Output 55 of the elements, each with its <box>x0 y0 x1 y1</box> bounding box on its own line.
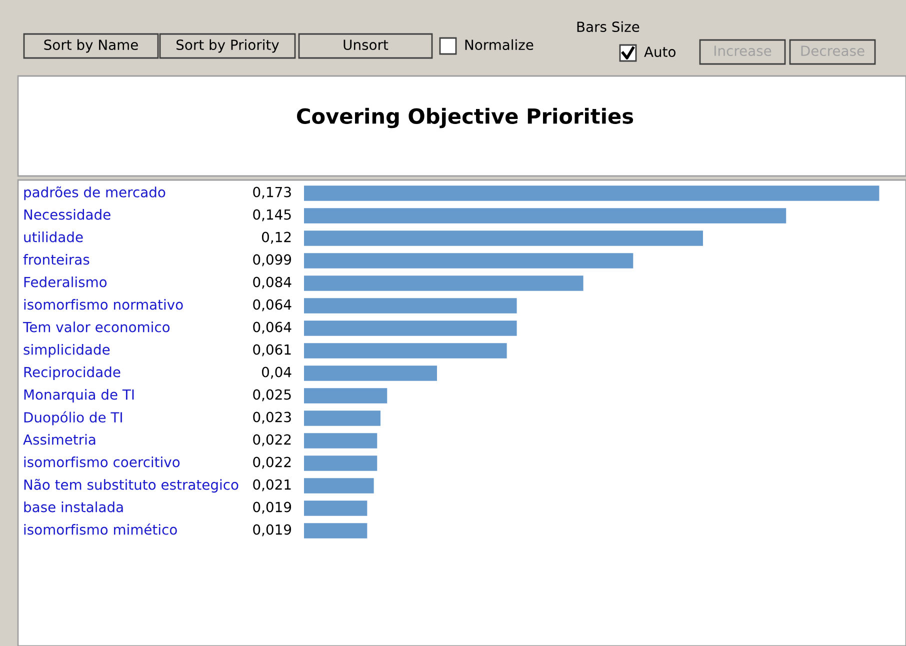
y-tick-label: Federalismo <box>24 276 107 288</box>
y-tick-label: simplicidade <box>24 344 110 358</box>
y-tick-label: utilidade <box>24 232 83 242</box>
data-label: 0,12 <box>262 232 291 244</box>
y-tick-label: padrões de mercado <box>24 186 166 200</box>
text: Sort by Name <box>44 39 138 53</box>
data-label: 0,145 <box>253 209 291 222</box>
y-tick-label: Monarquia de TI <box>24 389 134 402</box>
data-label: 0,084 <box>253 276 292 289</box>
y-tick-label: Tem valor economico <box>22 322 170 332</box>
data-label: 0,064 <box>253 322 292 334</box>
bar <box>304 343 507 358</box>
data-label: 0,023 <box>253 412 291 424</box>
text: Sort by Priority <box>176 39 279 53</box>
data-label: 0,064 <box>253 299 292 312</box>
bar <box>304 523 368 538</box>
text: Auto <box>644 46 676 58</box>
bar <box>304 388 388 404</box>
bar <box>304 230 703 246</box>
data-label: 0,019 <box>253 502 292 514</box>
data-label: 0,061 <box>253 344 291 356</box>
y-tick-label: Duopólio de TI <box>24 411 122 426</box>
bar <box>304 186 880 201</box>
bar <box>304 298 517 314</box>
bar <box>304 276 584 291</box>
data-label: 0,04 <box>262 366 292 379</box>
bar <box>304 456 378 471</box>
bar <box>304 320 517 336</box>
bar <box>304 478 374 494</box>
data-label: 0,022 <box>253 456 291 469</box>
text: Normalize <box>465 39 534 50</box>
bar <box>304 410 380 426</box>
data-label: 0,099 <box>253 254 292 266</box>
bar <box>304 500 368 516</box>
y-tick-label: Necessidade <box>24 209 110 220</box>
y-tick-label: base instalada <box>24 502 123 512</box>
data-label: 0,022 <box>253 434 291 446</box>
y-tick-label: fronteiras <box>23 254 90 265</box>
bar <box>304 253 634 268</box>
data-label: 0,173 <box>253 186 291 199</box>
y-tick-label: Reciprocidade <box>24 366 120 380</box>
y-tick-label: isomorfismo coercitivo <box>24 456 180 468</box>
bar <box>304 208 786 224</box>
text: Unsort <box>344 40 388 50</box>
bar <box>304 366 437 381</box>
bar <box>304 433 378 448</box>
y-tick-label: Assimetria <box>23 434 96 445</box>
y-tick-label: isomorfismo normativo <box>24 299 183 310</box>
y-tick-label: Não tem substituto estrategico <box>24 478 238 493</box>
y-tick-label: isomorfismo mimético <box>24 523 177 535</box>
data-label: 0,019 <box>253 524 292 536</box>
chart-title: Covering Objective Priorities <box>297 108 634 128</box>
data-label: 0,021 <box>253 479 291 492</box>
text: Bars Size <box>577 21 640 32</box>
data-label: 0,025 <box>253 389 291 402</box>
